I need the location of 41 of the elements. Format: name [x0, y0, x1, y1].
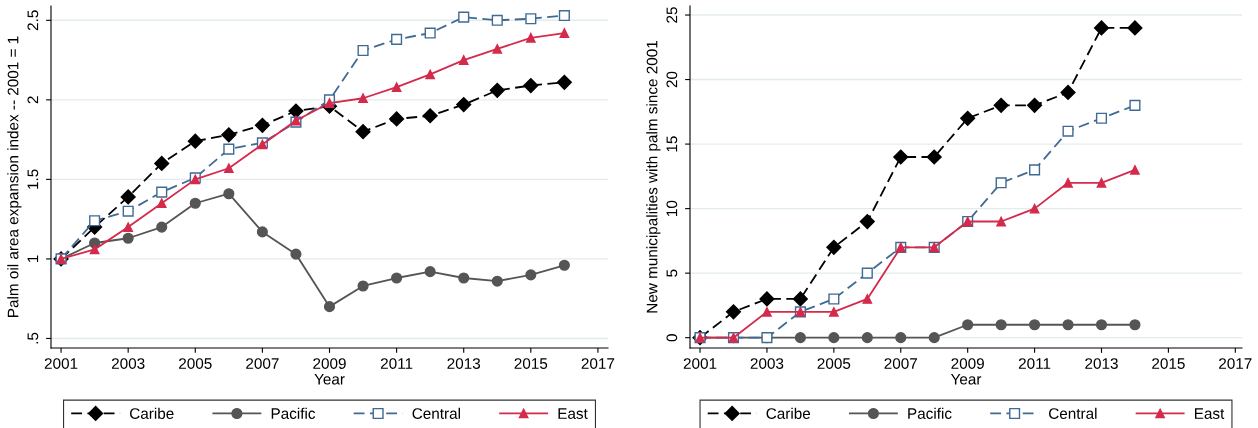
x-axis-title: Year — [950, 373, 982, 385]
x-tick-label: 2015 — [1152, 358, 1185, 369]
y-tick-label: .5 — [27, 332, 39, 344]
legend-label: Pacific — [271, 407, 316, 419]
legend-label: Central — [412, 407, 460, 419]
x-tick-label: 2005 — [817, 358, 851, 369]
y-tick-label: 0 — [666, 334, 678, 342]
legend-label: Caribe — [130, 407, 174, 419]
legend-label: East — [558, 408, 588, 419]
y-axis-title: New municipalities with palm since 2001 — [646, 41, 661, 313]
y-tick-label: 5 — [666, 269, 678, 277]
x-tick-label: 2011 — [380, 358, 413, 369]
y-tick-label: 25 — [666, 7, 678, 23]
y-tick-label: 15 — [666, 136, 678, 152]
x-tick-label: 2007 — [246, 358, 279, 369]
x-tick-label: 2009 — [313, 358, 346, 369]
x-tick-label: 2007 — [884, 358, 917, 369]
x-tick-label: 2017 — [1219, 358, 1252, 369]
x-tick-label: 2011 — [1018, 358, 1051, 369]
x-tick-label: 2009 — [951, 358, 984, 369]
legend-label: Central — [1049, 407, 1097, 419]
y-axis-title: Palm oil area expansion index -- 2001 = 1 — [7, 36, 22, 317]
legend-label: Pacific — [908, 407, 952, 419]
x-tick-label: 2017 — [581, 358, 615, 369]
x-axis-title: Year — [314, 373, 345, 385]
y-tick-label: 2 — [27, 96, 39, 104]
y-tick-label: 1.5 — [27, 169, 39, 189]
x-tick-label: 2015 — [514, 358, 548, 369]
y-tick-label: 10 — [666, 200, 678, 216]
x-tick-label: 2005 — [179, 358, 212, 369]
x-tick-label: 2001 — [683, 358, 717, 369]
y-tick-label: 20 — [666, 71, 678, 88]
x-tick-label: 2001 — [44, 358, 78, 369]
x-tick-label: 2013 — [447, 358, 481, 369]
y-tick-label: 1 — [27, 255, 39, 262]
x-tick-label: 2013 — [1085, 358, 1118, 369]
x-tick-label: 2003 — [750, 358, 784, 369]
legend-label: Caribe — [766, 407, 811, 419]
legend-label: East — [1194, 408, 1225, 419]
y-tick-label: 2.5 — [27, 10, 39, 31]
x-tick-label: 2003 — [111, 358, 145, 369]
